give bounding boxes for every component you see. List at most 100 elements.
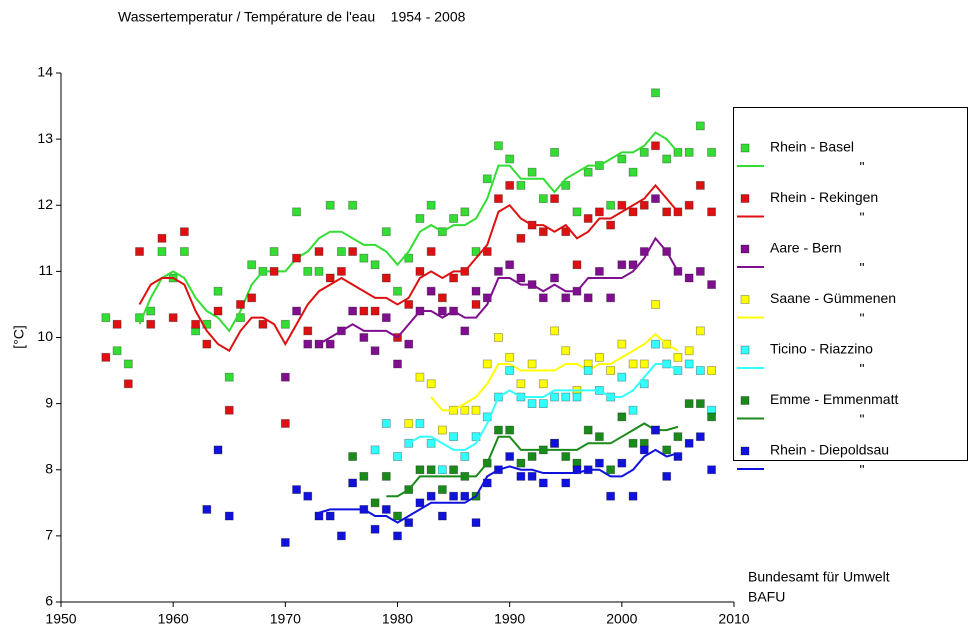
data-point <box>617 154 627 164</box>
data-point <box>606 293 616 303</box>
data-point <box>482 174 492 184</box>
y-tick-label: 9 <box>45 394 53 410</box>
data-point <box>516 379 526 389</box>
data-point <box>684 200 694 210</box>
data-point <box>415 419 425 428</box>
data-point <box>606 220 616 230</box>
data-point <box>359 253 369 263</box>
data-point <box>112 346 122 356</box>
data-point <box>595 207 604 217</box>
data-point <box>538 379 548 389</box>
data-point <box>707 280 716 290</box>
data-point <box>213 445 223 455</box>
data-point <box>527 167 537 177</box>
data-point <box>482 359 492 369</box>
data-point <box>393 511 402 521</box>
data-point <box>482 412 492 422</box>
data-point <box>572 392 582 402</box>
x-tick-label: 1960 <box>158 611 189 627</box>
data-point <box>561 452 571 461</box>
data-point <box>449 465 458 475</box>
data-point <box>404 419 414 428</box>
data-point <box>359 333 369 342</box>
data-point <box>527 471 537 481</box>
data-point <box>595 432 604 442</box>
data-point <box>628 405 638 415</box>
legend-label: " <box>860 209 865 225</box>
data-point <box>639 445 649 455</box>
data-point <box>437 425 447 435</box>
data-point <box>415 498 425 508</box>
data-point <box>673 452 683 461</box>
data-point <box>684 147 694 157</box>
data-point <box>404 300 414 309</box>
x-tick-label: 1980 <box>382 611 413 627</box>
data-point <box>415 372 425 382</box>
data-point <box>280 538 290 547</box>
data-point <box>527 359 537 369</box>
data-point <box>695 399 705 409</box>
data-point <box>337 531 346 541</box>
data-point <box>684 273 694 283</box>
data-point <box>651 141 660 151</box>
data-point <box>415 266 425 276</box>
data-point <box>550 194 559 204</box>
data-point <box>662 154 672 164</box>
data-point <box>359 306 369 316</box>
legend-label: " <box>860 159 865 175</box>
legend-marker <box>740 345 750 355</box>
source-text: Bundesamt für Umwelt <box>748 569 890 585</box>
data-point <box>123 359 133 369</box>
data-point <box>269 247 279 256</box>
data-point <box>527 452 537 461</box>
data-point <box>449 273 458 283</box>
data-point <box>651 425 660 435</box>
y-tick-label: 10 <box>37 328 53 344</box>
legend-label: " <box>860 361 865 377</box>
data-point <box>280 372 290 382</box>
data-point <box>292 207 301 217</box>
data-point <box>202 339 212 349</box>
data-point <box>337 247 346 256</box>
data-point <box>494 266 503 276</box>
data-point <box>572 260 582 270</box>
y-tick-label: 12 <box>37 196 53 212</box>
data-point <box>538 227 548 237</box>
x-tick-label: 2010 <box>718 611 749 627</box>
data-point <box>494 141 503 151</box>
data-point <box>550 147 559 157</box>
data-point <box>404 339 414 349</box>
data-point <box>471 247 481 256</box>
data-point <box>101 352 111 362</box>
data-point <box>684 438 694 448</box>
data-point <box>348 306 358 316</box>
data-point <box>460 452 470 461</box>
trend-line <box>138 183 679 353</box>
data-point <box>505 366 515 375</box>
data-point <box>415 214 425 223</box>
data-point <box>348 200 358 210</box>
data-point <box>404 253 414 263</box>
legend-marker <box>740 194 750 203</box>
data-point <box>370 260 380 270</box>
data-point <box>370 524 380 534</box>
data-point <box>482 247 492 256</box>
chart-title: Wassertemperatur / Température de l'eau … <box>118 9 466 25</box>
data-point <box>617 260 627 270</box>
data-point <box>393 359 402 369</box>
data-point <box>516 458 526 468</box>
data-point <box>381 227 391 237</box>
data-point <box>404 438 414 448</box>
trend-line <box>138 131 679 333</box>
data-point <box>258 319 268 329</box>
data-point <box>437 465 447 475</box>
data-point <box>348 452 358 461</box>
data-point <box>146 319 156 329</box>
data-point <box>628 207 638 217</box>
data-point <box>561 392 571 402</box>
legend-label: Rhein - Basel <box>770 139 854 155</box>
data-point <box>505 352 515 362</box>
data-point <box>583 425 593 435</box>
data-point <box>684 346 694 356</box>
data-point <box>415 465 425 475</box>
